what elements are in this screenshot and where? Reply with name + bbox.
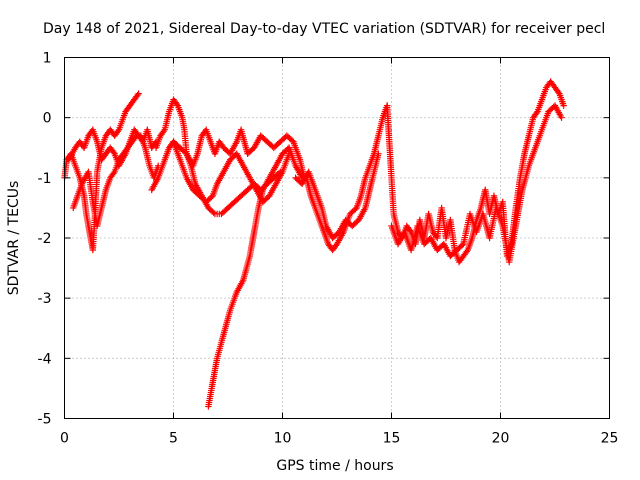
chart-title: Day 148 of 2021, Sidereal Day-to-day VTE… — [43, 21, 605, 37]
data-points — [61, 78, 567, 410]
y-axis-label: SDTVAR / TECUs — [6, 181, 22, 296]
data-point — [110, 170, 117, 177]
y-tick-label: 0 — [43, 111, 52, 127]
data-point — [406, 227, 414, 234]
data-point — [558, 114, 565, 121]
data-point — [463, 248, 470, 255]
data-point — [533, 109, 540, 117]
data-point — [458, 242, 466, 249]
x-tick-label: 0 — [60, 431, 69, 447]
x-tick-label: 15 — [383, 431, 401, 447]
data-point — [288, 137, 296, 144]
data-point — [208, 193, 215, 201]
data-point — [135, 90, 142, 97]
data-point — [160, 128, 167, 135]
data-point — [555, 88, 562, 96]
x-tick-label: 20 — [492, 431, 510, 447]
y-tick-label: -5 — [38, 412, 52, 428]
grid — [64, 57, 610, 419]
x-tick-label: 5 — [169, 431, 178, 447]
y-tick-label: -4 — [38, 351, 52, 367]
data-point — [134, 91, 141, 99]
data-point — [114, 128, 122, 135]
x-tick-label: 25 — [601, 431, 619, 447]
y-tick-label: 1 — [43, 51, 52, 67]
y-tick-label: -3 — [38, 291, 52, 307]
axis-ticks: 0 5 10 15 20 25 -5 -4 -3 -2 -1 0 1 — [38, 51, 619, 447]
x-axis-label: GPS time / hours — [276, 458, 393, 474]
data-point — [110, 149, 117, 156]
x-tick-label: 10 — [274, 431, 292, 447]
data-point — [173, 100, 180, 108]
data-point — [352, 205, 359, 213]
y-tick-label: -2 — [38, 231, 52, 247]
data-point — [332, 242, 340, 249]
data-point — [560, 102, 567, 109]
data-point — [210, 209, 217, 216]
y-tick-label: -1 — [38, 171, 52, 187]
data-point — [375, 150, 382, 157]
